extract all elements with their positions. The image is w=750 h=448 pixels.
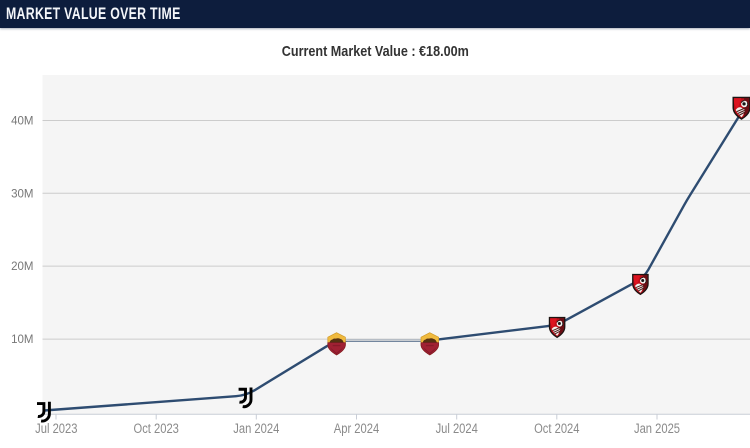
svg-text:20M: 20M (11, 261, 33, 273)
svg-text:40M: 40M (11, 116, 33, 128)
svg-text:Jul 2023: Jul 2023 (35, 421, 77, 436)
svg-text:10M: 10M (11, 334, 33, 346)
svg-text:Jan 2025: Jan 2025 (634, 421, 680, 436)
svg-text:Jul 2024: Jul 2024 (436, 421, 478, 436)
svg-text:Apr 2024: Apr 2024 (334, 421, 379, 436)
svg-text:Jan 2024: Jan 2024 (233, 421, 279, 436)
svg-text:Oct 2024: Oct 2024 (534, 421, 579, 436)
svg-text:Oct 2023: Oct 2023 (134, 421, 179, 436)
svg-text:30M: 30M (11, 188, 33, 200)
